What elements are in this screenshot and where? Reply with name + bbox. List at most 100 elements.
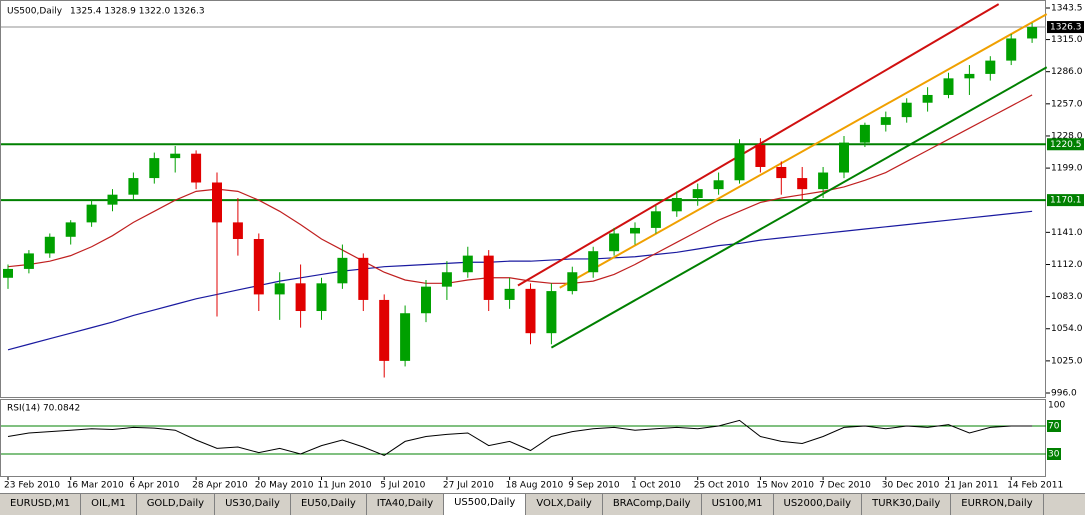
trend-line — [559, 13, 1048, 289]
candle-body — [839, 142, 849, 173]
x-tick-label: 1 Oct 2010 — [631, 481, 681, 491]
x-tick-label: 9 Sep 2010 — [568, 481, 620, 491]
y-tick-label: 1343.5 — [1051, 3, 1083, 13]
rsi-tick-label: 100 — [1048, 401, 1065, 411]
x-tick-label: 5 Jul 2010 — [380, 481, 425, 491]
candle-body — [922, 94, 933, 103]
trend-line — [550, 66, 1048, 349]
candle-body — [818, 172, 829, 190]
chart-tab[interactable]: US30,Daily — [215, 494, 291, 515]
candle-body — [901, 102, 912, 118]
candle-body — [337, 257, 348, 284]
quote: 1325.4 1328.9 1322.0 1326.3 — [70, 7, 205, 17]
level-label: 1170.1 — [1050, 196, 1082, 206]
candle-body — [671, 198, 682, 212]
candle-body — [985, 60, 996, 74]
candle-body — [588, 251, 599, 273]
candle-body — [462, 255, 473, 273]
candle-body — [65, 222, 76, 237]
chart-title: US500,Daily — [7, 7, 63, 17]
candle-body — [170, 153, 181, 159]
moving-average — [7, 210, 1033, 351]
rsi-tick-label: 30 — [1048, 450, 1060, 460]
chart-tab[interactable]: EURRON,Daily — [951, 494, 1044, 515]
candle-body — [797, 178, 808, 190]
x-tick-label: 6 Apr 2010 — [129, 481, 179, 491]
chart-tab[interactable]: GOLD,Daily — [137, 494, 216, 515]
candle-body — [191, 153, 202, 183]
chart-tab[interactable]: ITA40,Daily — [367, 494, 445, 515]
candle-body — [567, 272, 578, 292]
candle-body — [295, 283, 306, 312]
chart-tab[interactable]: US100,M1 — [702, 494, 774, 515]
x-tick-label: 18 Aug 2010 — [506, 481, 564, 491]
rsi-level-box — [1047, 420, 1061, 432]
candle-body — [776, 166, 787, 179]
level-box — [1047, 138, 1084, 151]
candle-body — [400, 313, 411, 361]
y-tick-label: 1257.0 — [1051, 99, 1083, 109]
level-box — [1047, 194, 1084, 207]
chart-tab[interactable]: TURK30,Daily — [862, 494, 952, 515]
x-tick-label: 15 Nov 2010 — [756, 481, 814, 491]
candle-body — [86, 204, 97, 223]
candle-body — [859, 124, 870, 143]
y-tick-label: 1199.0 — [1051, 164, 1083, 174]
x-tick-label: 30 Dec 2010 — [882, 481, 940, 491]
x-tick-label: 16 Mar 2010 — [67, 481, 124, 491]
chart-tab[interactable]: EURUSD,M1 — [0, 494, 82, 515]
candle-body — [274, 283, 285, 295]
y-tick-label: 1112.0 — [1051, 260, 1083, 270]
candle-body — [149, 158, 160, 179]
candle-body — [44, 236, 55, 254]
candle-body — [379, 299, 390, 361]
candle-body — [630, 227, 640, 234]
candle-body — [232, 222, 243, 240]
candle-body — [23, 253, 34, 269]
candle-body — [692, 189, 703, 199]
y-tick-label: 1083.0 — [1051, 292, 1083, 302]
candle-body — [421, 286, 431, 314]
chart-tab[interactable]: BRAComp,Daily — [603, 494, 702, 515]
y-tick-label: 1141.0 — [1051, 228, 1083, 238]
candle-body — [964, 73, 975, 79]
chart-tab[interactable]: US500,Daily — [444, 494, 527, 515]
candle-body — [3, 268, 13, 278]
candle-body — [212, 182, 222, 223]
x-tick-label: 7 Dec 2010 — [819, 481, 871, 491]
x-tick-label: 23 Feb 2010 — [4, 481, 60, 491]
candle-body — [253, 239, 264, 295]
candle-body — [358, 257, 369, 300]
candle-body — [880, 117, 891, 125]
y-tick-label: 1315.0 — [1051, 35, 1083, 45]
candle-body — [316, 283, 327, 312]
candle-body — [504, 288, 515, 300]
x-tick-label: 25 Oct 2010 — [694, 481, 750, 491]
chart-window: US500,Daily 1325.4 1328.9 1322.0 1326.3 … — [0, 0, 1084, 491]
last-price-box — [1047, 21, 1084, 34]
x-tick-label: 11 Jun 2010 — [318, 481, 372, 491]
candle-body — [943, 78, 954, 95]
x-tick-label: 28 Apr 2010 — [192, 481, 248, 491]
x-tick-label: 21 Jan 2011 — [945, 481, 999, 491]
y-tick-label: 1054.0 — [1051, 324, 1083, 334]
rsi-title: RSI(14) 70.0842 — [7, 404, 80, 414]
rsi-level-box — [1047, 448, 1061, 460]
candle-body — [734, 144, 745, 181]
y-tick-label: 1286.0 — [1051, 67, 1083, 77]
y-tick-label: 996.0 — [1051, 389, 1077, 399]
chart-tab[interactable]: OIL,M1 — [81, 494, 137, 515]
chart-tab[interactable]: EU50,Daily — [291, 494, 367, 515]
chart-tab[interactable]: VOLX,Daily — [526, 494, 603, 515]
candle-body — [1006, 38, 1017, 61]
moving-average — [7, 94, 1033, 284]
candle-body — [441, 272, 452, 287]
candle-body — [483, 255, 494, 300]
chart-tab[interactable]: US2000,Daily — [774, 494, 863, 515]
y-tick-label: 1228.0 — [1051, 131, 1083, 141]
candle-body — [107, 194, 118, 205]
candle-body — [525, 288, 536, 334]
x-tick-label: 20 May 2010 — [255, 481, 314, 491]
candle-body — [713, 180, 724, 190]
